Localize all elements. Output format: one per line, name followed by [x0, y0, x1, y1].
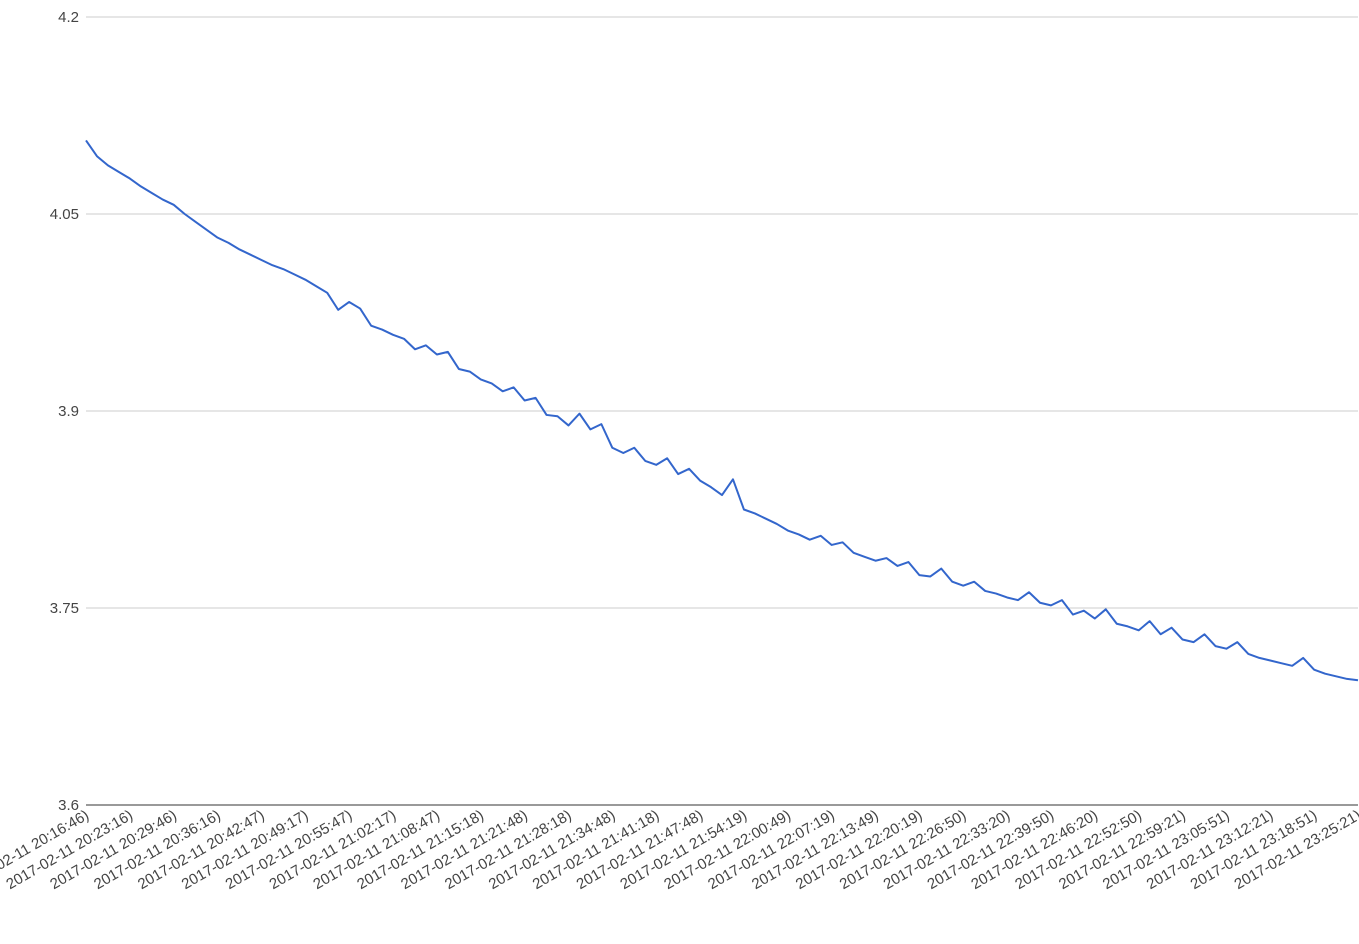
y-tick-label: 3.9 [58, 403, 79, 420]
y-tick-label: 4.2 [58, 9, 79, 26]
y-tick-label: 4.05 [50, 206, 79, 223]
y-tick-label: 3.75 [50, 600, 79, 617]
line [85, 139, 1359, 682]
y-tick-label: 3.6 [58, 797, 79, 814]
